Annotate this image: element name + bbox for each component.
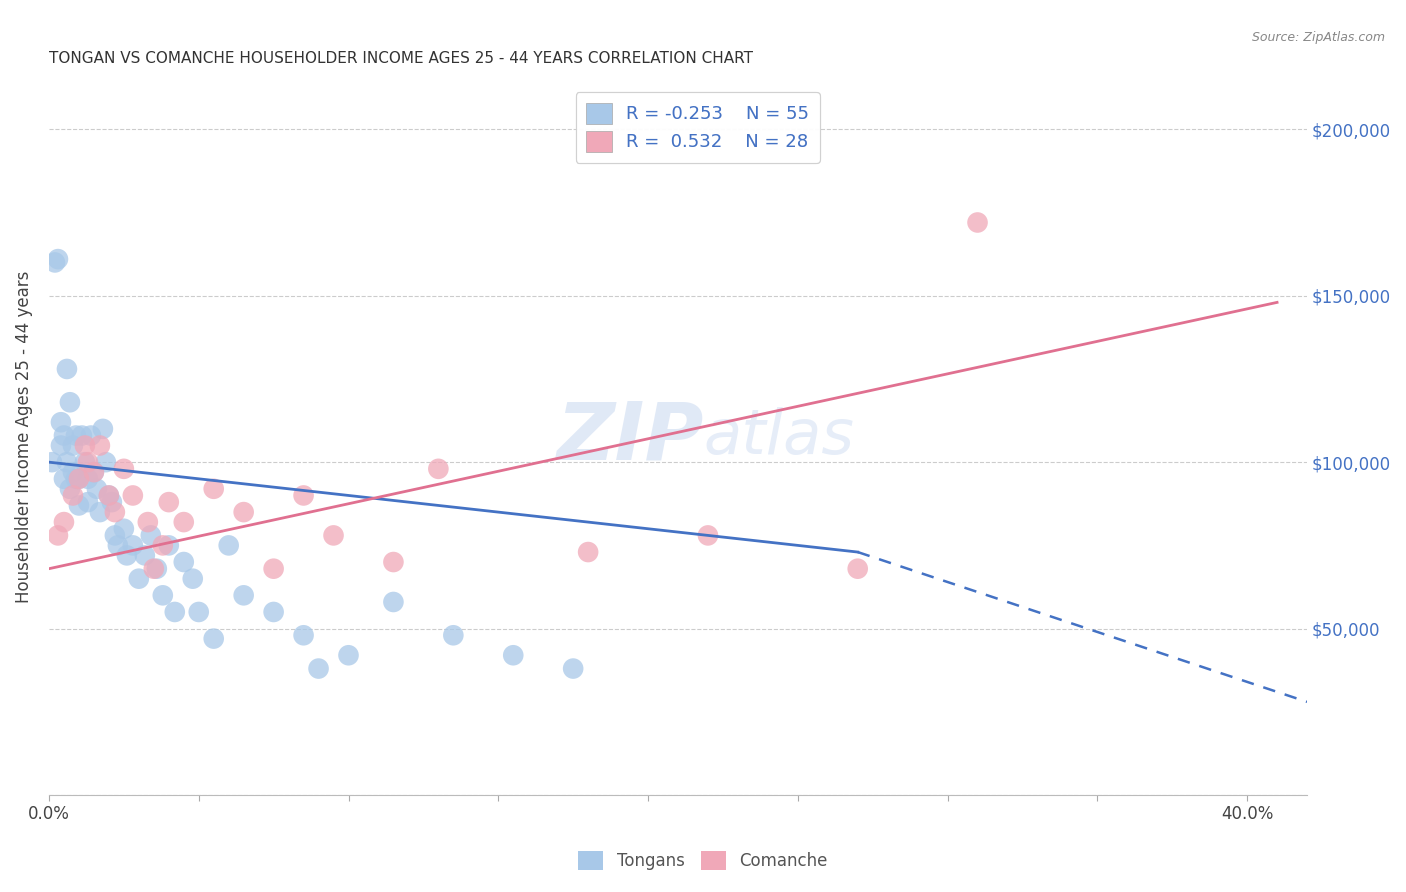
Point — [107, 538, 129, 552]
Point — [263, 605, 285, 619]
Point — [77, 472, 100, 486]
Point — [89, 438, 111, 452]
Point — [83, 465, 105, 479]
Point — [56, 455, 79, 469]
Point — [67, 499, 90, 513]
Point — [218, 538, 240, 552]
Legend: R = -0.253    N = 55, R =  0.532    N = 28: R = -0.253 N = 55, R = 0.532 N = 28 — [575, 92, 820, 162]
Point — [202, 482, 225, 496]
Point — [70, 428, 93, 442]
Point — [152, 538, 174, 552]
Point — [163, 605, 186, 619]
Point — [173, 555, 195, 569]
Point — [152, 588, 174, 602]
Point — [41, 455, 63, 469]
Point — [502, 648, 524, 663]
Point — [697, 528, 720, 542]
Point — [292, 628, 315, 642]
Point — [232, 588, 254, 602]
Point — [62, 488, 84, 502]
Point — [142, 562, 165, 576]
Point — [80, 428, 103, 442]
Point — [73, 438, 96, 452]
Point — [157, 538, 180, 552]
Point — [77, 495, 100, 509]
Point — [91, 422, 114, 436]
Point — [59, 395, 82, 409]
Point — [49, 415, 72, 429]
Point — [157, 495, 180, 509]
Point — [322, 528, 344, 542]
Point — [56, 362, 79, 376]
Point — [46, 528, 69, 542]
Point — [115, 549, 138, 563]
Point — [441, 628, 464, 642]
Text: atlas: atlas — [703, 408, 855, 467]
Point — [576, 545, 599, 559]
Point — [121, 538, 143, 552]
Point — [83, 465, 105, 479]
Point — [202, 632, 225, 646]
Point — [97, 488, 120, 502]
Point — [97, 488, 120, 502]
Point — [101, 495, 124, 509]
Point — [49, 438, 72, 452]
Y-axis label: Householder Income Ages 25 - 44 years: Householder Income Ages 25 - 44 years — [15, 271, 32, 603]
Point — [52, 515, 75, 529]
Point — [52, 472, 75, 486]
Legend: Tongans, Comanche: Tongans, Comanche — [572, 844, 834, 877]
Point — [427, 462, 450, 476]
Point — [139, 528, 162, 542]
Point — [134, 549, 156, 563]
Point — [136, 515, 159, 529]
Point — [966, 215, 988, 229]
Point — [121, 488, 143, 502]
Point — [59, 482, 82, 496]
Point — [67, 472, 90, 486]
Point — [337, 648, 360, 663]
Point — [73, 455, 96, 469]
Point — [62, 465, 84, 479]
Point — [65, 428, 87, 442]
Text: TONGAN VS COMANCHE HOUSEHOLDER INCOME AGES 25 - 44 YEARS CORRELATION CHART: TONGAN VS COMANCHE HOUSEHOLDER INCOME AG… — [49, 51, 754, 66]
Point — [65, 472, 87, 486]
Point — [104, 505, 127, 519]
Point — [562, 662, 585, 676]
Point — [846, 562, 869, 576]
Point — [86, 482, 108, 496]
Point — [173, 515, 195, 529]
Point — [263, 562, 285, 576]
Point — [112, 522, 135, 536]
Point — [382, 555, 405, 569]
Point — [67, 472, 90, 486]
Point — [181, 572, 204, 586]
Point — [94, 455, 117, 469]
Text: Source: ZipAtlas.com: Source: ZipAtlas.com — [1251, 31, 1385, 45]
Point — [308, 662, 330, 676]
Text: ZIP: ZIP — [555, 398, 703, 476]
Point — [89, 505, 111, 519]
Point — [128, 572, 150, 586]
Point — [382, 595, 405, 609]
Point — [62, 438, 84, 452]
Point — [232, 505, 254, 519]
Point — [52, 428, 75, 442]
Point — [104, 528, 127, 542]
Point — [292, 488, 315, 502]
Point — [44, 255, 66, 269]
Point — [112, 462, 135, 476]
Point — [146, 562, 169, 576]
Point — [46, 252, 69, 266]
Point — [77, 455, 100, 469]
Point — [187, 605, 209, 619]
